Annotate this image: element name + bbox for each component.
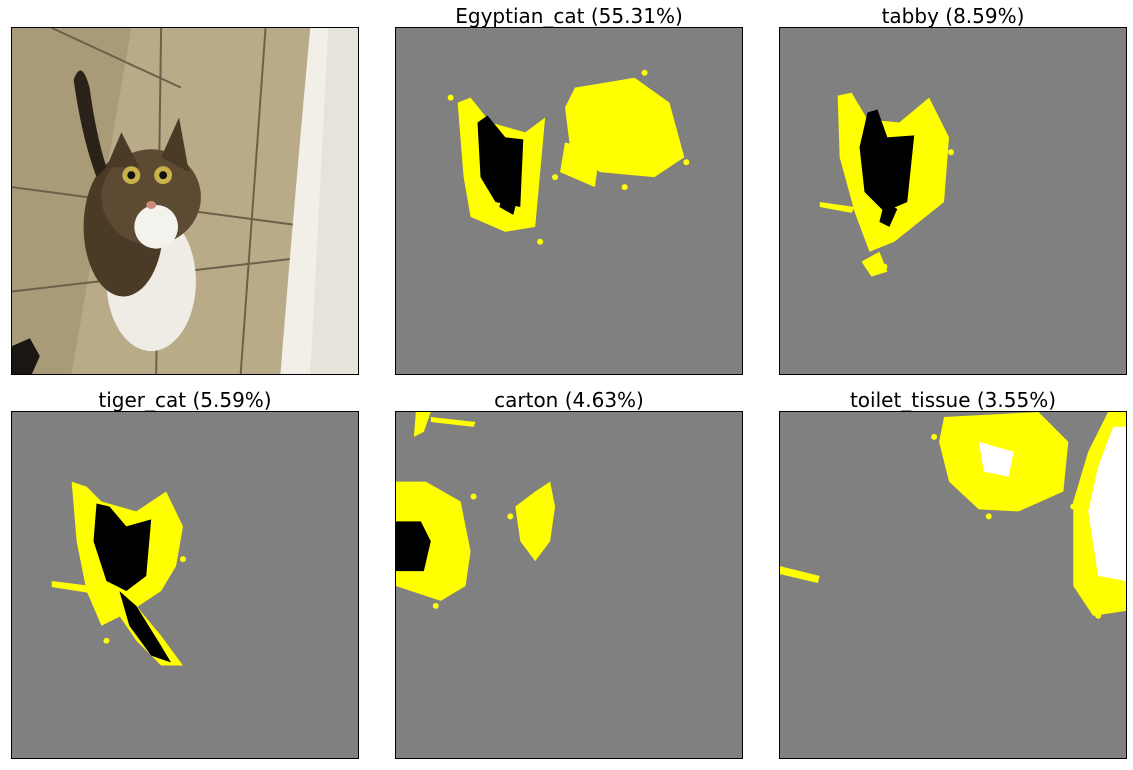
panel-title-tiger-cat: tiger_cat (5.59%) xyxy=(98,388,272,412)
explanation-mask-tiger-cat xyxy=(12,412,358,758)
explanation-mask-tabby xyxy=(780,28,1126,374)
panel-title-egyptian-cat: Egyptian_cat (55.31%) xyxy=(455,4,683,28)
explanation-mask-carton xyxy=(396,412,742,758)
original-photo-panel xyxy=(11,27,359,375)
explanation-panel-tiger-cat xyxy=(11,411,359,759)
panel-title-toilet-tissue: toilet_tissue (3.55%) xyxy=(849,388,1057,412)
explanation-panel-toilet-tissue xyxy=(779,411,1127,759)
explanation-mask-egyptian-cat xyxy=(396,28,742,374)
explanation-mask-toilet-tissue xyxy=(780,412,1126,758)
panel-title-carton: carton (4.63%) xyxy=(494,388,644,412)
explanation-panel-tabby xyxy=(779,27,1127,375)
cat-photo-image xyxy=(12,28,358,374)
explanation-panel-carton xyxy=(395,411,743,759)
explanation-panel-egyptian-cat xyxy=(395,27,743,375)
panel-title-tabby: tabby (8.59%) xyxy=(881,4,1025,28)
